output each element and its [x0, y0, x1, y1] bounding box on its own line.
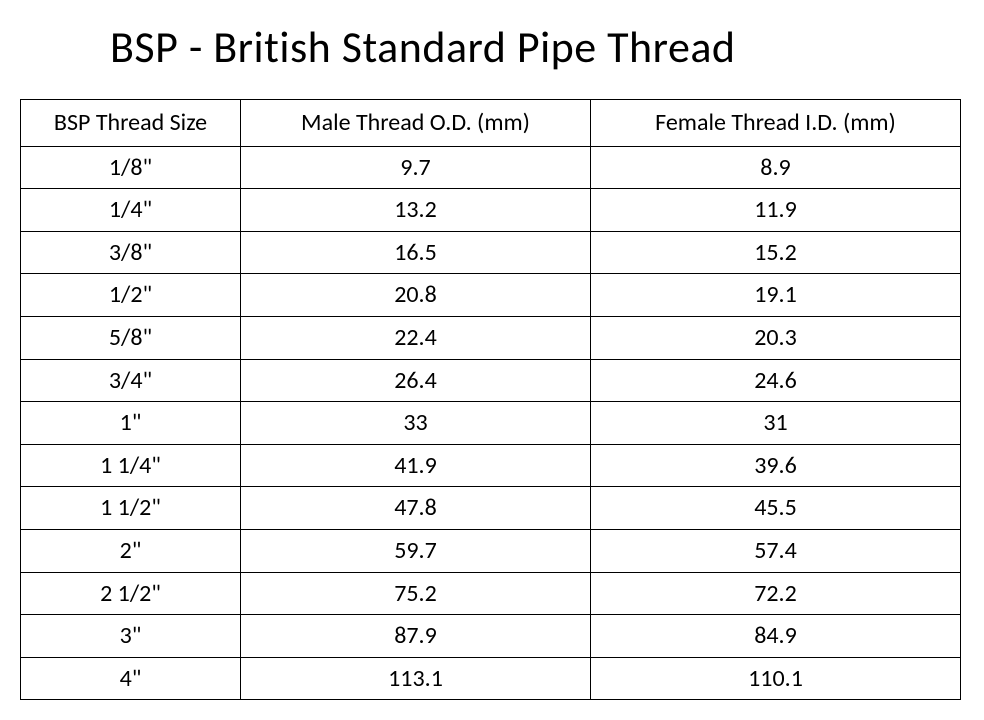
table-cell: 11.9 [591, 189, 961, 232]
table-cell: 31 [591, 402, 961, 445]
table-row: 3/4"26.424.6 [21, 359, 961, 402]
table-cell: 1 1/2" [21, 487, 241, 530]
page-title: BSP - British Standard Pipe Thread [110, 20, 964, 74]
bsp-thread-table: BSP Thread Size Male Thread O.D. (mm) Fe… [20, 99, 961, 700]
table-cell: 26.4 [241, 359, 591, 402]
table-row: 3/8"16.515.2 [21, 231, 961, 274]
table-cell: 5/8" [21, 316, 241, 359]
table-row: 2 1/2"75.272.2 [21, 572, 961, 615]
table-cell: 3/8" [21, 231, 241, 274]
table-header-row: BSP Thread Size Male Thread O.D. (mm) Fe… [21, 100, 961, 147]
table-cell: 3" [21, 615, 241, 658]
table-cell: 1" [21, 402, 241, 445]
table-cell: 20.8 [241, 274, 591, 317]
table-cell: 8.9 [591, 146, 961, 189]
table-cell: 1/4" [21, 189, 241, 232]
table-cell: 4" [21, 657, 241, 700]
table-cell: 24.6 [591, 359, 961, 402]
table-row: 1/2"20.819.1 [21, 274, 961, 317]
table-cell: 2 1/2" [21, 572, 241, 615]
table-cell: 22.4 [241, 316, 591, 359]
table-cell: 59.7 [241, 529, 591, 572]
table-body: 1/8"9.78.91/4"13.211.93/8"16.515.21/2"20… [21, 146, 961, 700]
col-header-male: Male Thread O.D. (mm) [241, 100, 591, 147]
table-cell: 41.9 [241, 444, 591, 487]
table-row: 4"113.1110.1 [21, 657, 961, 700]
table-row: 3"87.984.9 [21, 615, 961, 658]
table-row: 2"59.757.4 [21, 529, 961, 572]
table-cell: 84.9 [591, 615, 961, 658]
table-cell: 87.9 [241, 615, 591, 658]
table-cell: 1 1/4" [21, 444, 241, 487]
table-cell: 113.1 [241, 657, 591, 700]
table-cell: 19.1 [591, 274, 961, 317]
table-row: 1/8"9.78.9 [21, 146, 961, 189]
table-cell: 75.2 [241, 572, 591, 615]
table-cell: 45.5 [591, 487, 961, 530]
table-cell: 1/8" [21, 146, 241, 189]
table-row: 5/8"22.420.3 [21, 316, 961, 359]
table-cell: 13.2 [241, 189, 591, 232]
page-container: BSP - British Standard Pipe Thread BSP T… [0, 0, 984, 720]
table-cell: 33 [241, 402, 591, 445]
table-cell: 9.7 [241, 146, 591, 189]
col-header-female: Female Thread I.D. (mm) [591, 100, 961, 147]
table-cell: 57.4 [591, 529, 961, 572]
table-cell: 47.8 [241, 487, 591, 530]
table-row: 1 1/4"41.939.6 [21, 444, 961, 487]
table-row: 1 1/2"47.845.5 [21, 487, 961, 530]
table-cell: 2" [21, 529, 241, 572]
table-cell: 1/2" [21, 274, 241, 317]
table-row: 1"3331 [21, 402, 961, 445]
table-cell: 20.3 [591, 316, 961, 359]
table-row: 1/4"13.211.9 [21, 189, 961, 232]
table-cell: 72.2 [591, 572, 961, 615]
table-cell: 16.5 [241, 231, 591, 274]
table-cell: 110.1 [591, 657, 961, 700]
table-cell: 3/4" [21, 359, 241, 402]
table-cell: 15.2 [591, 231, 961, 274]
table-cell: 39.6 [591, 444, 961, 487]
col-header-size: BSP Thread Size [21, 100, 241, 147]
